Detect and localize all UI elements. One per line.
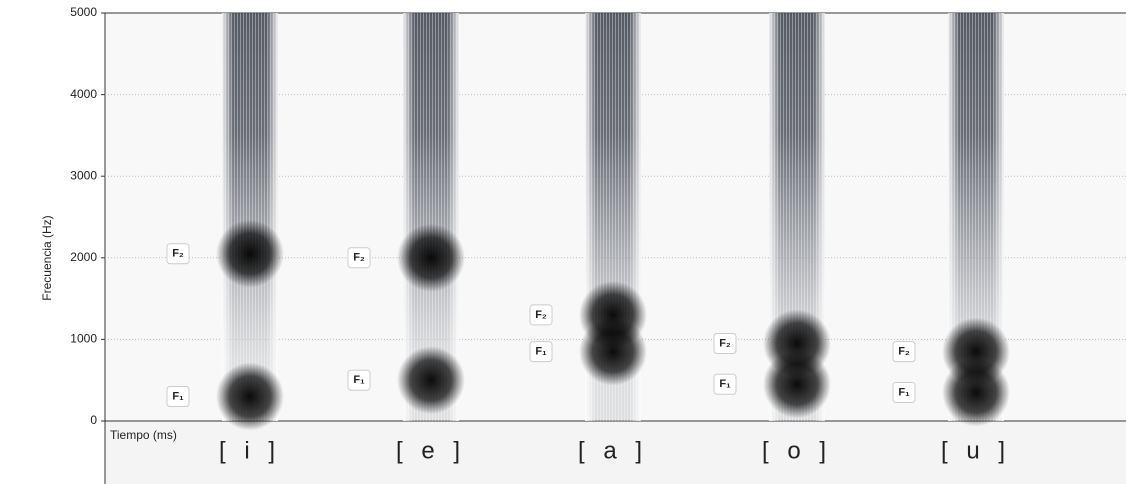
y-tick-label: 4000: [70, 87, 97, 101]
formant-blob: [579, 281, 647, 349]
formant-tag: F₁: [893, 382, 915, 402]
formant-tag: F₂: [167, 244, 189, 264]
formant-tag-label: F₁: [535, 346, 547, 358]
y-tick-label: 3000: [70, 168, 97, 182]
formant-tag: F₁: [530, 342, 552, 362]
formant-blob: [763, 309, 831, 377]
formant-tag: F₂: [893, 342, 915, 362]
formant-tag-label: F₂: [898, 346, 910, 358]
formant-tag: F₁: [714, 374, 736, 394]
y-tick-label: 2000: [70, 250, 97, 264]
category-label: [ a ]: [578, 437, 648, 464]
formant-tag: F₁: [348, 370, 370, 390]
y-tick-label: 5000: [70, 5, 97, 19]
formant-tag-label: F₁: [353, 374, 365, 386]
formant-tag-label: F₂: [353, 252, 365, 264]
y-tick-label: 0: [90, 413, 97, 427]
formant-tag: F₂: [530, 305, 552, 325]
formant-blob: [216, 363, 284, 431]
chart: Frecuencia (Hz) Tiempo (ms) 0 1000 2000 300…: [0, 0, 1126, 484]
x-axis-label: Tiempo (ms): [110, 428, 177, 442]
formant-tag: F₁: [167, 387, 189, 407]
formant-blob: [397, 224, 465, 292]
category-label: [ e ]: [396, 437, 466, 464]
formant-tag: F₂: [714, 333, 736, 353]
formant-tag-label: F₁: [898, 386, 910, 398]
column-edge: [222, 13, 278, 421]
y-tick-label: 1000: [70, 332, 97, 346]
formant-blob: [942, 318, 1010, 386]
formant-tag-label: F₁: [719, 378, 731, 390]
formant-tag-label: F₂: [719, 337, 731, 349]
formant-tag: F₂: [348, 248, 370, 268]
formant-tag-label: F₂: [172, 248, 184, 260]
formant-blob: [397, 346, 465, 414]
category-label: [ i ]: [219, 437, 281, 464]
category-label: [ o ]: [762, 437, 832, 464]
category-label: [ u ]: [941, 437, 1011, 464]
y-axis-label: Frecuencia (Hz): [40, 215, 54, 300]
formant-tag-label: F₁: [172, 390, 184, 402]
formant-tag-label: F₂: [535, 309, 547, 321]
formant-blob: [216, 220, 284, 288]
